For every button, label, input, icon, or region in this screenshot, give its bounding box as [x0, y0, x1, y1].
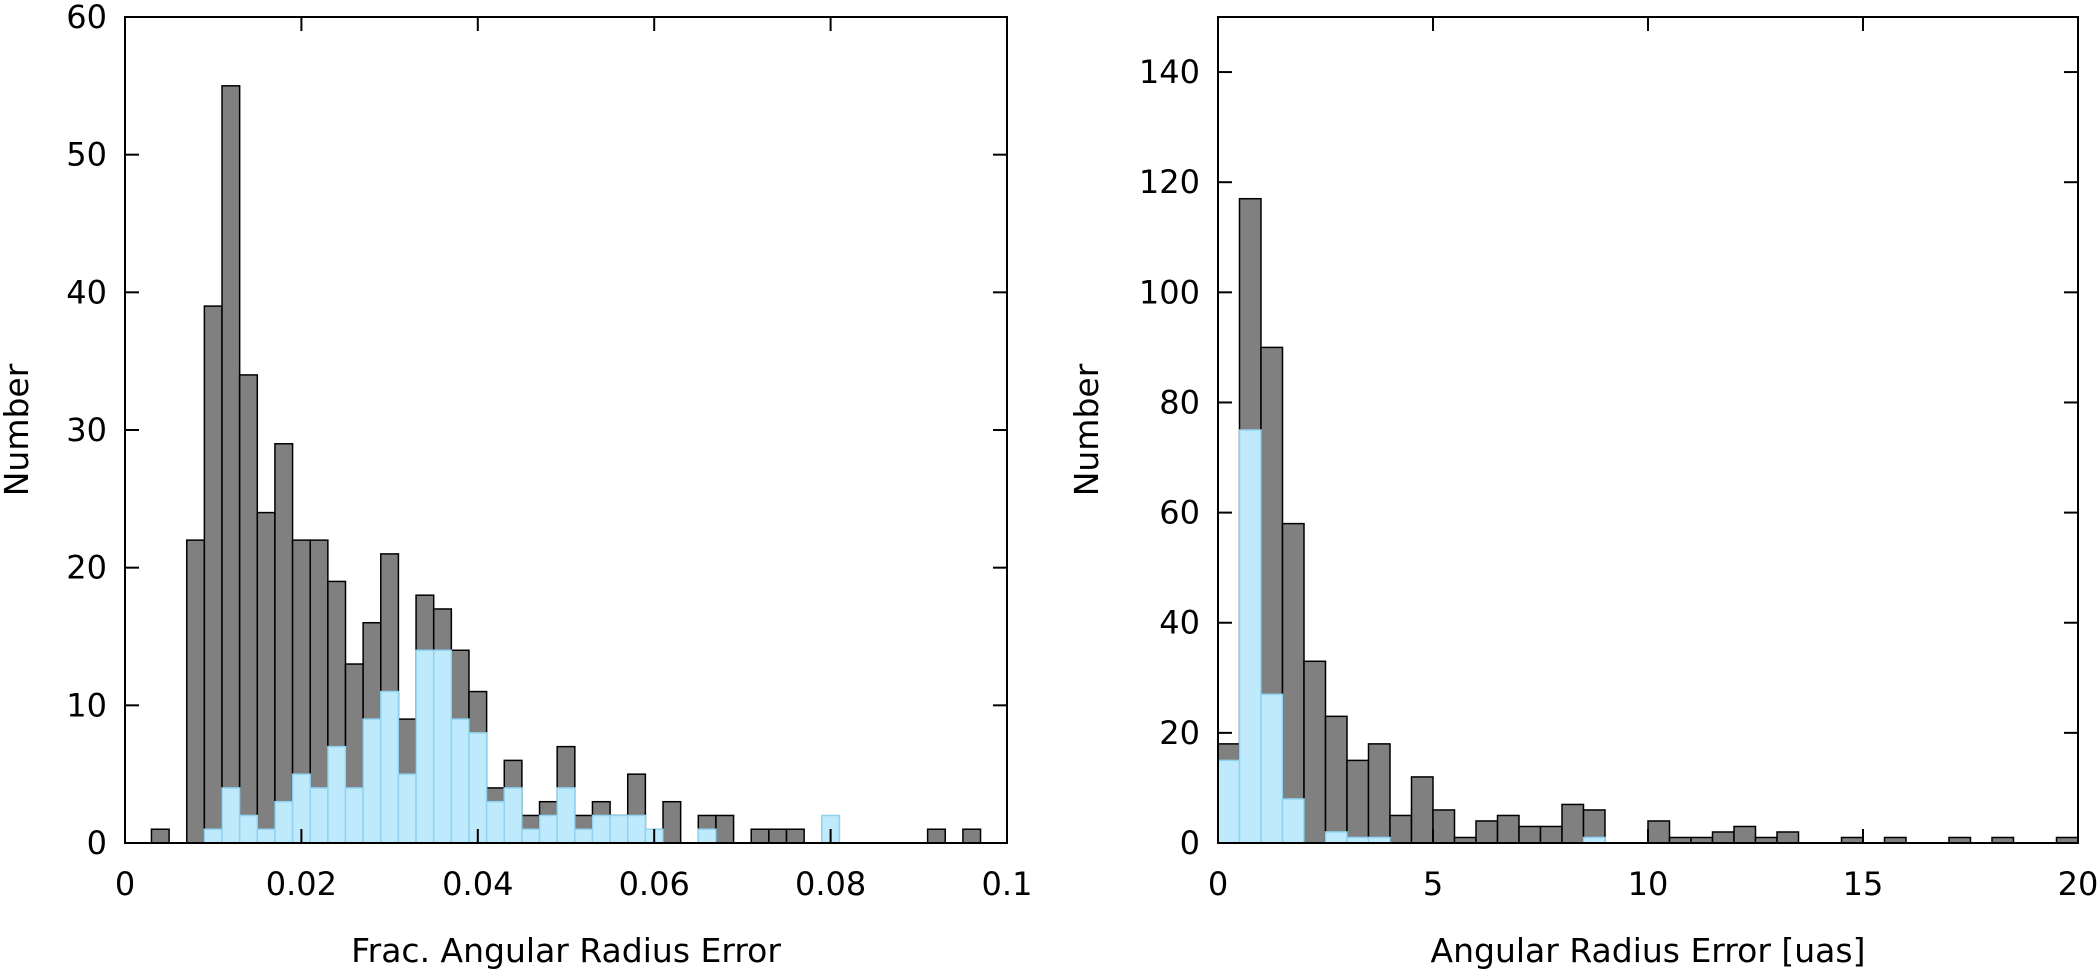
histogram-bar-subset — [591, 814, 611, 844]
histogram-bar-total — [1389, 814, 1413, 844]
histogram-bar-subset — [626, 814, 647, 844]
histogram-bar-subset — [432, 649, 453, 844]
right-y-axis-label: Number — [1067, 363, 1106, 496]
histogram-bar-subset — [1324, 831, 1348, 844]
histogram-bar-total — [1539, 825, 1563, 844]
histogram-bar-subset — [503, 787, 523, 844]
histogram-bar-total — [750, 828, 770, 844]
histogram-bar-total — [221, 85, 241, 844]
right-histogram-panel: 0 5 10 15 20 0 20 40 60 80 100 120 140 Angular Radiu… — [1067, 16, 2098, 970]
left-y-axis-label: Number — [0, 363, 36, 496]
x-tick-label: 0.1 — [982, 865, 1033, 903]
histogram-bar-subset — [450, 718, 470, 844]
histogram-bar-subset — [344, 787, 364, 844]
y-tick-label: 0 — [87, 824, 107, 862]
histogram-bar-total — [1367, 743, 1391, 844]
left-histogram-bars — [150, 85, 982, 844]
histogram-bar-total — [1711, 831, 1735, 844]
histogram-bar-subset — [238, 814, 259, 844]
histogram-bar-total — [1303, 660, 1327, 844]
histogram-bar-total — [1496, 814, 1520, 844]
y-tick-label: 120 — [1139, 163, 1200, 201]
histogram-bar-total — [1410, 776, 1434, 844]
histogram-bar-total — [926, 828, 947, 844]
histogram-bar-total — [203, 305, 223, 844]
histogram-bar-subset — [415, 649, 435, 844]
histogram-bar-subset — [309, 787, 329, 844]
y-tick-label: 0 — [1180, 824, 1200, 862]
histogram-bar-subset — [327, 745, 347, 844]
right-x-axis-label: Angular Radius Error [uas] — [1431, 931, 1866, 970]
left-axis-ticks: 0 0.02 0.04 0.06 0.08 0.1 0 10 20 30 40 50 60 — [66, 0, 1032, 903]
x-tick-label: 0 — [115, 865, 135, 903]
y-tick-label: 80 — [1159, 383, 1200, 421]
histogram-bar-total — [662, 800, 682, 844]
histogram-bar-subset — [1281, 798, 1305, 844]
histogram-bar-total — [768, 828, 788, 844]
y-tick-label: 20 — [1159, 714, 1200, 752]
histogram-bar-subset — [521, 828, 541, 844]
histogram-bar-subset — [274, 800, 294, 844]
right-histogram-bars — [1217, 197, 2079, 844]
x-tick-label: 10 — [1628, 865, 1669, 903]
histogram-bar-total — [1475, 820, 1499, 844]
histogram-bar-total — [1776, 831, 1800, 844]
histogram-bar-subset — [697, 828, 717, 844]
histogram-bar-total — [274, 443, 294, 844]
y-tick-label: 10 — [66, 686, 107, 724]
histogram-bar-total — [1432, 809, 1456, 844]
histogram-bar-subset — [468, 732, 488, 844]
histogram-bar-total — [256, 511, 276, 844]
y-tick-label: 50 — [66, 136, 107, 174]
right-axis-ticks: 0 5 10 15 20 0 20 40 60 80 100 120 140 — [1139, 17, 2098, 903]
histogram-bar-total — [185, 539, 206, 844]
x-tick-label: 0.06 — [619, 865, 690, 903]
histogram-bar-subset — [485, 800, 506, 844]
y-tick-label: 140 — [1139, 53, 1200, 91]
y-tick-label: 100 — [1139, 273, 1200, 311]
histogram-bar-subset — [362, 718, 382, 844]
histogram-bar-total — [150, 828, 170, 844]
x-tick-label: 5 — [1423, 865, 1443, 903]
histogram-bar-subset — [256, 828, 276, 844]
histogram-bar-total — [1346, 759, 1370, 844]
histogram-bar-subset — [538, 814, 558, 844]
histogram-bar-subset — [221, 787, 241, 844]
histogram-bar-subset — [1217, 759, 1241, 844]
x-tick-label: 15 — [1843, 865, 1884, 903]
histogram-bar-subset — [380, 690, 400, 844]
histogram-bar-subset — [1260, 693, 1284, 844]
x-tick-label: 20 — [2058, 865, 2099, 903]
histogram-bar-subset — [556, 787, 576, 844]
y-tick-label: 40 — [66, 273, 107, 311]
histogram-bar-total — [785, 828, 805, 844]
histogram-bar-total — [1518, 825, 1542, 844]
y-tick-label: 60 — [1159, 494, 1200, 532]
histogram-bar-total — [1733, 825, 1757, 844]
left-histogram-panel: 0 0.02 0.04 0.06 0.08 0.1 0 10 20 30 40 50 60 Frac. … — [0, 0, 1032, 970]
histogram-bar-total — [238, 374, 259, 844]
x-tick-label: 0.02 — [266, 865, 337, 903]
histogram-bar-total — [1561, 803, 1585, 844]
histogram-bar-subset — [1238, 429, 1262, 844]
histogram-bar-total — [1647, 820, 1671, 844]
histogram-bar-subset — [609, 814, 629, 844]
histogram-bar-total — [715, 814, 735, 844]
y-tick-label: 60 — [66, 0, 107, 36]
y-tick-label: 20 — [66, 549, 107, 587]
x-tick-label: 0 — [1208, 865, 1228, 903]
histogram-bar-subset — [574, 828, 594, 844]
histogram-bar-subset — [203, 828, 223, 844]
x-tick-label: 0.04 — [442, 865, 513, 903]
histogram-bar-total — [962, 828, 982, 844]
histogram-bar-subset — [397, 773, 417, 844]
histogram-bar-total — [1324, 715, 1348, 844]
y-tick-label: 40 — [1159, 604, 1200, 642]
left-x-axis-label: Frac. Angular Radius Error — [351, 931, 781, 970]
histogram-bar-total — [1281, 522, 1305, 844]
y-tick-label: 30 — [66, 411, 107, 449]
x-tick-label: 0.08 — [795, 865, 866, 903]
